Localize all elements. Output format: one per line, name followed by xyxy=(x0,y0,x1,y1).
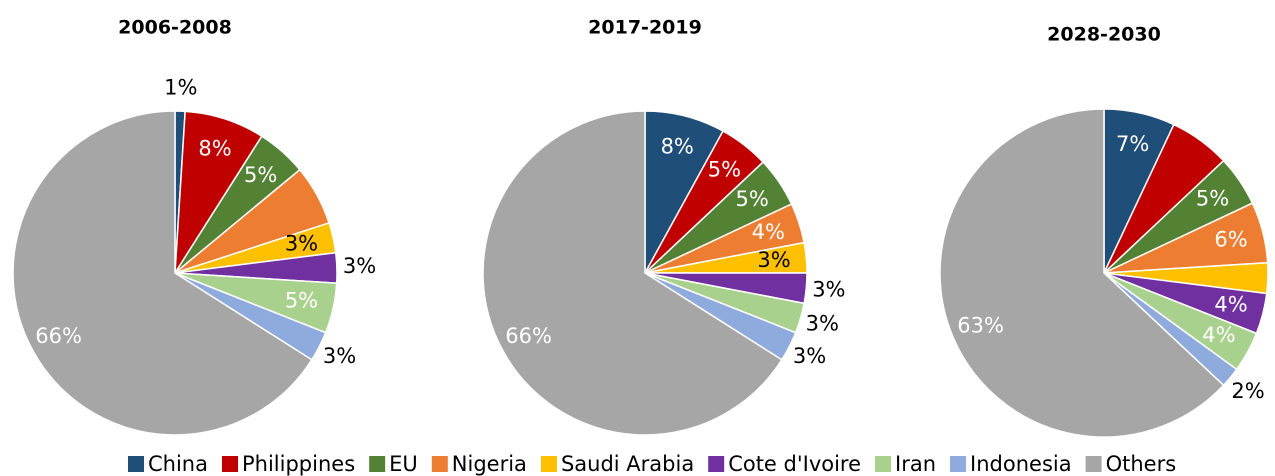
pie-slice xyxy=(12,110,313,436)
legend-label: Cote d'Ivoire xyxy=(728,452,861,476)
legend-swatch xyxy=(369,456,386,472)
legend-label: China xyxy=(148,452,208,476)
legend-label: Nigeria xyxy=(452,452,527,476)
legend-label: Philippines xyxy=(242,452,355,476)
data-label: 4% xyxy=(752,220,785,244)
chart-title: 2017-2019 xyxy=(588,17,702,39)
legend-label: EU xyxy=(389,452,418,476)
legend-swatch xyxy=(1085,456,1102,472)
data-label: 5% xyxy=(244,163,277,187)
data-label: 3% xyxy=(343,254,376,278)
data-label: 3% xyxy=(285,232,318,256)
data-label: 8% xyxy=(198,137,231,161)
chart-title: 2028-2030 xyxy=(1047,24,1161,46)
data-label: 3% xyxy=(323,344,356,368)
legend-swatch xyxy=(222,456,238,472)
data-label: 3% xyxy=(793,344,826,368)
data-label: 6% xyxy=(1214,227,1247,251)
data-label: 2% xyxy=(1231,379,1264,403)
legend-swatch xyxy=(708,456,725,472)
data-label: 4% xyxy=(1214,293,1247,317)
legend-swatch xyxy=(540,456,557,472)
legend-label: Saudi Arabia xyxy=(561,452,694,476)
data-label: 7% xyxy=(1116,132,1149,156)
data-label: 63% xyxy=(957,313,1004,337)
data-label: 3% xyxy=(812,277,845,301)
pie-slice xyxy=(939,108,1225,438)
data-label: 3% xyxy=(806,312,839,336)
data-label: 5% xyxy=(736,187,769,211)
data-label: 5% xyxy=(285,288,318,312)
data-label: 1% xyxy=(164,75,197,99)
legend-swatch xyxy=(431,456,448,472)
legend-label: Indonesia xyxy=(970,452,1072,476)
pie-slice xyxy=(482,110,783,436)
data-label: 5% xyxy=(708,158,741,182)
data-label: 5% xyxy=(1196,186,1229,210)
data-label: 66% xyxy=(35,324,82,348)
data-label: 8% xyxy=(661,134,694,158)
data-label: 4% xyxy=(1202,323,1235,347)
legend-label: Others xyxy=(1106,452,1177,476)
data-label: 3% xyxy=(757,248,790,272)
data-label: 66% xyxy=(505,324,552,348)
legend-swatch xyxy=(875,456,892,472)
legend-label: Iran xyxy=(895,452,936,476)
legend-swatch xyxy=(950,456,967,472)
legend-swatch xyxy=(128,456,144,472)
chart-title: 2006-2008 xyxy=(118,17,232,39)
